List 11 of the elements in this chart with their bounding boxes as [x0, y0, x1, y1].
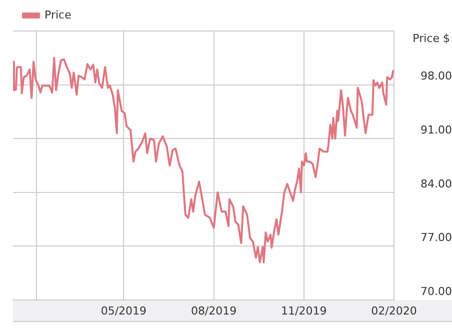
- y-tick-label: 70.00: [420, 284, 452, 298]
- legend-label: Price: [44, 8, 72, 22]
- x-tick-label: 05/2019: [100, 304, 147, 318]
- y-axis-title: Price $: [412, 32, 450, 45]
- y-tick-label: 77.00: [420, 231, 452, 244]
- y-tick-label: 91.00: [420, 123, 452, 136]
- y-tick-label: 98.00: [420, 70, 452, 83]
- x-tick-label: 02/2020: [371, 304, 417, 318]
- x-tick-label: 11/2019: [281, 304, 327, 318]
- x-tick-label: 08/2019: [190, 304, 237, 318]
- y-tick-label: 84.00: [420, 177, 452, 190]
